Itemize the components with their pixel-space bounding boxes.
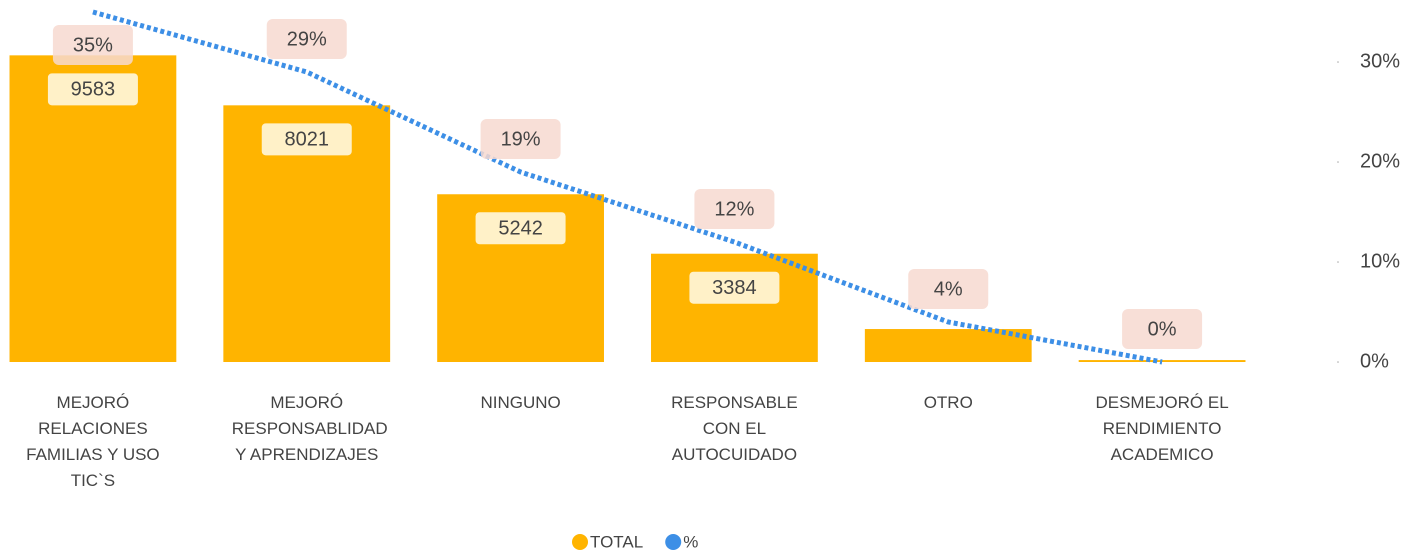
- data-label: 5242: [498, 218, 543, 240]
- legend-label: %: [683, 532, 698, 551]
- legend-marker: [572, 534, 588, 550]
- y2-tick-mark: [1337, 161, 1339, 163]
- label-box: [52, 25, 133, 65]
- data-label: 19%: [501, 128, 541, 150]
- y2-tick-mark: [1337, 361, 1339, 363]
- label-box: [689, 271, 780, 304]
- y2-tick-label: 30%: [1360, 50, 1400, 72]
- y2-tick-mark: [1337, 261, 1339, 263]
- y2-tick-label: 0%: [1360, 350, 1389, 372]
- bar: [651, 253, 818, 362]
- data-label: 35%: [73, 34, 113, 56]
- x-tick-label: DESMEJORÓ EL RENDIMIENTO ACADEMICO: [1095, 393, 1229, 464]
- data-label: 8021: [285, 129, 330, 151]
- bar: [9, 55, 177, 363]
- bar: [864, 329, 1032, 362]
- data-label: 3384: [712, 277, 757, 299]
- data-label: 12%: [714, 198, 754, 220]
- label-box: [908, 269, 989, 309]
- label-box: [1122, 309, 1203, 349]
- data-label: 4%: [934, 278, 963, 300]
- data-label: 29%: [287, 28, 327, 50]
- x-tick-label: NINGUNO: [480, 393, 561, 412]
- data-label: 9583: [71, 79, 116, 101]
- label-box: [47, 73, 138, 106]
- line: [92, 9, 1163, 365]
- x-tick-label: MEJORÓ RELACIONES FAMILIAS Y USO TIC`S: [26, 393, 160, 490]
- label-box: [261, 123, 352, 156]
- legend-marker: [665, 534, 682, 550]
- y2-tick-mark: [1337, 61, 1339, 63]
- label-box: [480, 119, 561, 159]
- data-label: 0%: [1148, 318, 1177, 340]
- x-tick-label: MEJORÓ RESPONSABLIDAD Y APRENDIZAJES: [231, 393, 388, 464]
- label-box: [475, 212, 566, 245]
- legend-label: TOTAL: [590, 532, 643, 551]
- x-tick-label: OTRO: [923, 393, 973, 412]
- label-box: [694, 189, 775, 229]
- y2-tick-label: 20%: [1360, 150, 1400, 172]
- x-tick-label: RESPONSABLE CON EL AUTOCUIDADO: [671, 393, 798, 464]
- label-box: [266, 19, 347, 59]
- y2-tick-label: 10%: [1360, 250, 1400, 272]
